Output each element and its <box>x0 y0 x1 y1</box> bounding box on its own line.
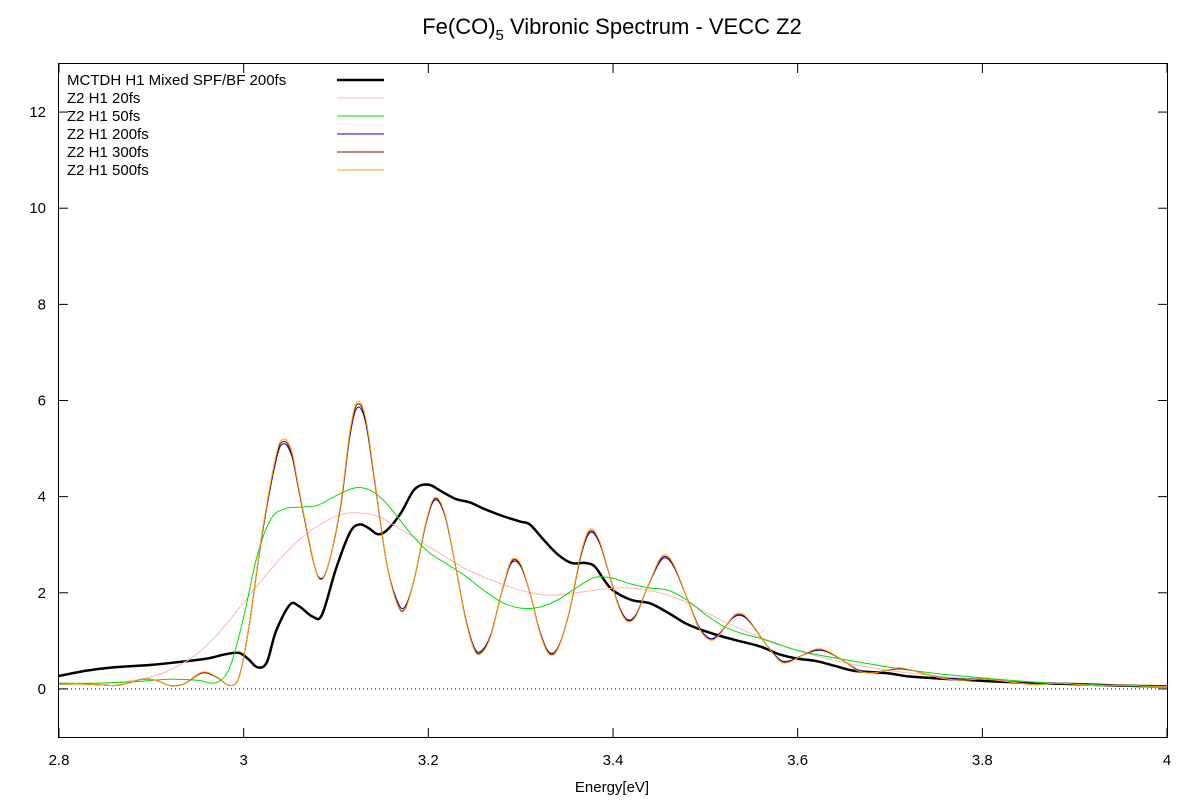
legend-label-z2-h1-20fs: Z2 H1 20fs <box>67 90 140 107</box>
axis-ticks: 2.8 3 3.2 3.4 3.6 3.8 4 0 2 4 6 8 10 12 <box>29 64 1171 769</box>
x-tick-label: 4 <box>1163 752 1171 769</box>
legend-label-z2-h1-200fs: Z2 H1 200fs <box>67 126 149 143</box>
y-tick-label: 10 <box>29 200 46 217</box>
y-tick-label: 12 <box>29 104 46 121</box>
series-line-z2-h1-50fs <box>58 487 1168 688</box>
series-line-mctdh-h1-mixed-spf-bf-200fs <box>58 483 1168 688</box>
series-line-z2-h1-300fs <box>58 403 1168 688</box>
series-layer <box>58 400 1168 688</box>
chart-title-rest: Vibronic Spectrum - VECC Z2 <box>504 14 802 39</box>
legend-label-z2-h1-500fs: Z2 H1 500fs <box>67 162 149 179</box>
chart-title-subscript: 5 <box>496 27 504 44</box>
x-tick-label: 3.4 <box>603 752 624 769</box>
y-tick-label: 2 <box>38 585 46 602</box>
x-tick-label: 3 <box>239 752 247 769</box>
legend-label-z2-h1-300fs: Z2 H1 300fs <box>67 144 149 161</box>
legend-label-z2-h1-50fs: Z2 H1 50fs <box>67 108 140 125</box>
x-tick-label: 3.6 <box>787 752 808 769</box>
y-tick-label: 6 <box>38 393 46 410</box>
x-tick-label: 3.2 <box>418 752 439 769</box>
y-tick-label: 4 <box>38 489 46 506</box>
series-line-z2-h1-500fs <box>58 400 1168 688</box>
series-line-z2-h1-20fs <box>58 512 1168 688</box>
x-axis-label: Energy[eV] <box>575 779 649 796</box>
y-tick-label: 8 <box>38 296 46 313</box>
chart-title-main: Fe(CO) <box>422 14 495 39</box>
series-line-z2-h1-200fs <box>58 406 1168 688</box>
chart-title: Fe(CO)5 Vibronic Spectrum - VECC Z2 <box>422 14 802 44</box>
legend-label-mctdh-h1-mixed-spf-bf-200fs: MCTDH H1 Mixed SPF/BF 200fs <box>67 72 286 89</box>
plot-frame <box>58 63 1168 738</box>
x-tick-label: 2.8 <box>49 752 70 769</box>
y-tick-label: 0 <box>38 681 46 698</box>
x-tick-label: 3.8 <box>972 752 993 769</box>
